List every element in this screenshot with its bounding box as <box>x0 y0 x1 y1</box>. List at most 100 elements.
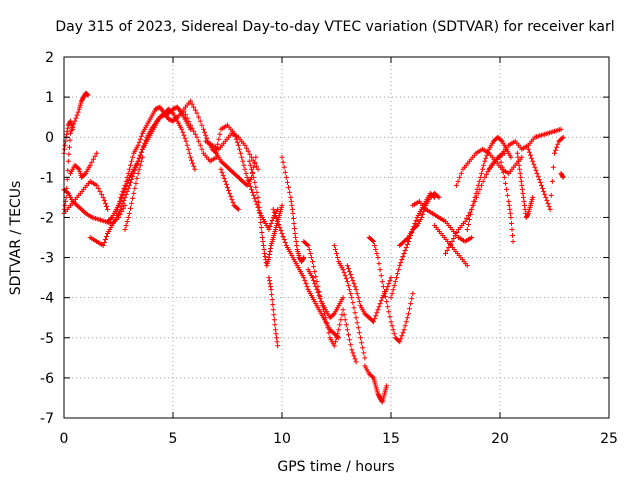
data-point <box>476 178 482 184</box>
data-point <box>371 239 377 245</box>
data-point <box>269 292 275 298</box>
data-point <box>268 246 274 252</box>
data-point <box>402 323 408 329</box>
data-point <box>187 154 193 160</box>
data-point <box>292 230 298 236</box>
data-point <box>159 113 165 119</box>
data-point <box>94 182 100 188</box>
data-point <box>243 181 249 187</box>
data-point <box>180 129 186 135</box>
data-point <box>481 162 487 168</box>
data-point <box>483 155 489 161</box>
data-point <box>199 146 205 152</box>
series-arc23 <box>366 235 416 345</box>
data-point <box>413 223 419 229</box>
series-arc17 <box>279 154 307 265</box>
data-point <box>122 182 128 188</box>
data-point <box>560 173 566 179</box>
data-point <box>541 188 547 194</box>
data-point <box>275 218 281 224</box>
data-point <box>400 254 406 260</box>
data-point <box>67 137 73 143</box>
data-point <box>84 91 90 97</box>
data-point <box>114 206 120 212</box>
data-point <box>375 255 381 261</box>
y-tick-label: -4 <box>40 291 54 307</box>
data-point <box>157 114 163 120</box>
data-point <box>335 331 341 337</box>
data-point <box>351 353 357 359</box>
data-point <box>119 203 125 209</box>
data-point <box>543 194 549 200</box>
data-point <box>75 165 81 171</box>
data-point <box>261 247 267 253</box>
data-point <box>251 192 257 198</box>
data-point <box>270 307 276 313</box>
data-point <box>391 283 397 289</box>
data-point <box>288 194 294 200</box>
data-point <box>201 126 207 132</box>
data-point <box>520 194 526 200</box>
data-point <box>202 129 208 135</box>
data-point <box>227 190 233 196</box>
data-point <box>540 185 546 191</box>
data-point <box>373 247 379 253</box>
data-point <box>183 138 189 144</box>
data-point <box>352 310 358 316</box>
data-point <box>386 309 392 315</box>
data-point <box>85 92 91 98</box>
data-point <box>528 152 534 158</box>
data-point <box>153 106 159 112</box>
data-point <box>254 189 260 195</box>
data-point <box>397 339 403 345</box>
series-arc18 <box>301 239 359 365</box>
data-point <box>256 199 262 205</box>
data-point <box>353 359 359 365</box>
data-point <box>344 327 350 333</box>
data-point <box>250 170 256 176</box>
data-point <box>483 171 489 177</box>
data-point <box>270 206 276 212</box>
data-point <box>506 198 512 204</box>
data-point <box>515 154 521 160</box>
data-point <box>351 281 357 287</box>
y-tick-label: 2 <box>45 50 54 66</box>
data-point <box>179 126 185 132</box>
data-point <box>104 233 110 239</box>
data-point <box>303 281 309 287</box>
data-point <box>396 267 402 273</box>
data-point <box>287 189 293 195</box>
data-point <box>100 243 106 249</box>
data-point <box>126 166 132 172</box>
data-point <box>478 170 484 176</box>
series-arc3 <box>61 186 128 226</box>
data-point <box>312 269 318 275</box>
data-point <box>136 166 142 172</box>
data-point <box>269 297 275 303</box>
data-point <box>404 242 410 248</box>
data-point <box>473 190 479 196</box>
data-point <box>338 317 344 323</box>
data-point <box>278 227 284 233</box>
data-point <box>369 238 375 244</box>
data-point <box>359 340 365 346</box>
data-point <box>250 189 256 195</box>
data-point <box>82 209 88 215</box>
data-point <box>401 327 407 333</box>
data-point <box>504 186 510 192</box>
data-point <box>293 235 299 240</box>
data-point <box>352 284 358 290</box>
data-point <box>407 306 413 312</box>
data-point <box>272 212 278 218</box>
data-point <box>499 164 505 170</box>
data-point <box>245 177 251 183</box>
data-point <box>135 142 141 148</box>
data-point <box>361 350 367 356</box>
data-point <box>266 255 272 261</box>
data-point <box>447 242 453 248</box>
data-point <box>216 136 222 142</box>
data-point <box>269 217 275 223</box>
data-point <box>156 105 162 111</box>
data-point <box>236 146 242 152</box>
data-point <box>277 224 283 230</box>
